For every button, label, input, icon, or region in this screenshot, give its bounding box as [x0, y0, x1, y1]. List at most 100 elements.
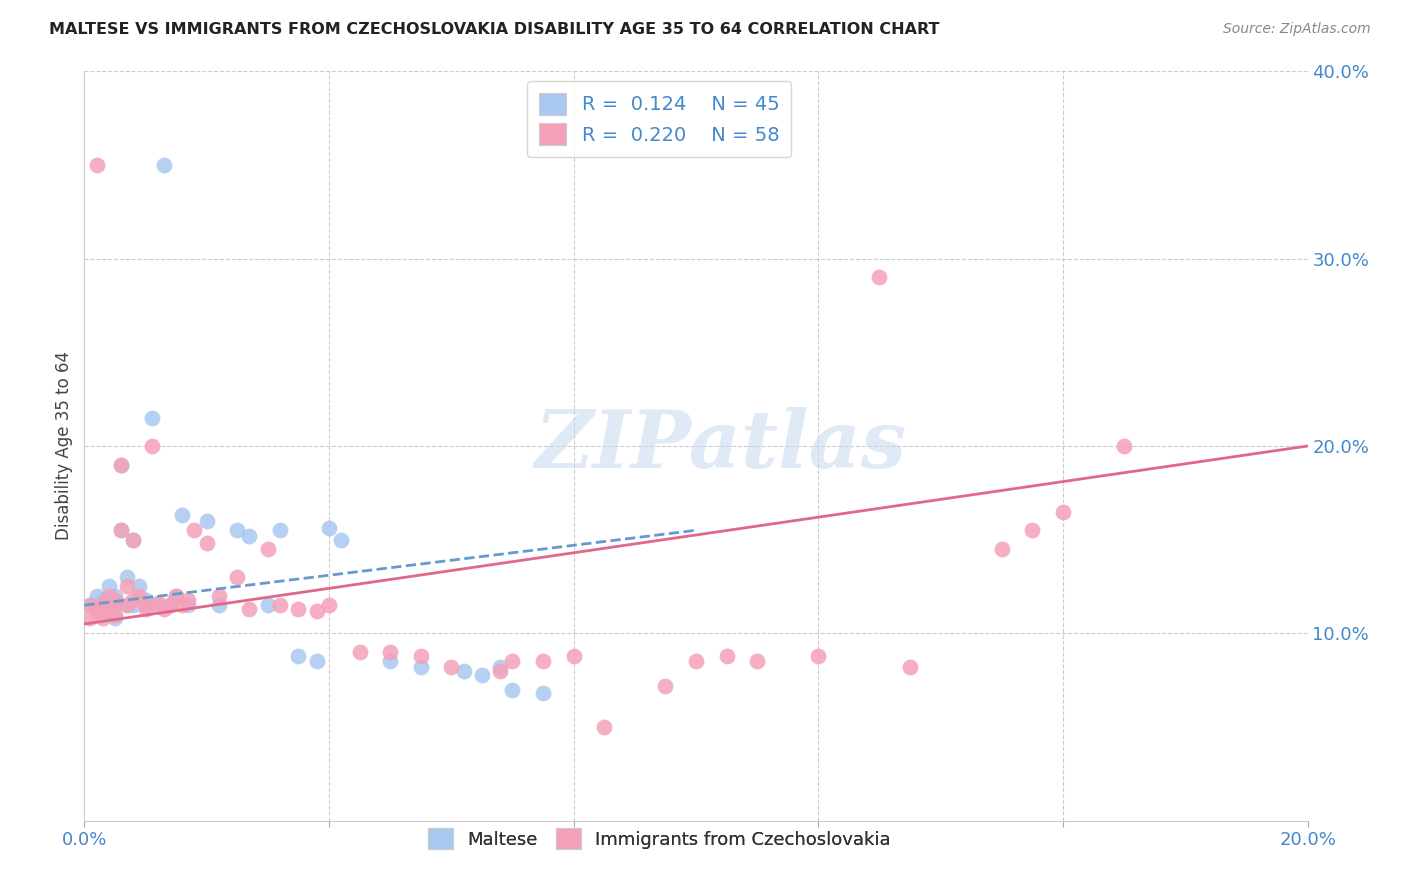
Point [440, 660, 463, 674]
Text: Source: ZipAtlas.com: Source: ZipAtlas.com [1223, 22, 1371, 37]
Point [146, 596, 169, 610]
Point [685, 655, 707, 669]
Point [79, 611, 101, 625]
Point [1021, 524, 1043, 538]
Point [305, 604, 328, 618]
Point [226, 570, 249, 584]
Point [97, 604, 120, 618]
Point [165, 589, 187, 603]
Point [269, 599, 291, 613]
Point [115, 580, 138, 594]
Point [318, 521, 340, 535]
Point [183, 524, 205, 538]
Point [115, 599, 138, 613]
Point [380, 645, 402, 659]
Point [257, 542, 280, 557]
Point [110, 458, 132, 472]
Point [122, 599, 145, 613]
Point [159, 599, 181, 613]
Point [97, 580, 120, 594]
Point [716, 648, 738, 663]
Point [1114, 439, 1136, 453]
Point [489, 660, 512, 674]
Point [502, 655, 524, 669]
Point [287, 648, 309, 663]
Point [97, 596, 120, 610]
Point [991, 542, 1014, 557]
Point [195, 514, 218, 528]
Point [135, 602, 157, 616]
Point [380, 655, 402, 669]
Point [153, 602, 176, 616]
Point [471, 667, 494, 681]
Legend: Maltese, Immigrants from Czechoslovakia: Maltese, Immigrants from Czechoslovakia [420, 822, 898, 856]
Point [128, 580, 150, 594]
Point [91, 604, 114, 618]
Point [409, 660, 432, 674]
Point [269, 524, 291, 538]
Point [110, 524, 132, 538]
Point [654, 679, 676, 693]
Point [135, 592, 157, 607]
Point [97, 600, 120, 615]
Point [79, 599, 101, 613]
Point [122, 533, 145, 547]
Point [91, 611, 114, 625]
Point [489, 664, 512, 678]
Point [91, 596, 114, 610]
Point [115, 599, 138, 613]
Point [807, 648, 830, 663]
Point [531, 686, 554, 700]
Point [91, 592, 114, 607]
Point [86, 158, 108, 172]
Point [177, 599, 200, 613]
Point [287, 602, 309, 616]
Point [409, 648, 432, 663]
Point [208, 599, 231, 613]
Point [86, 604, 108, 618]
Point [141, 439, 163, 453]
Point [165, 589, 187, 603]
Point [305, 655, 328, 669]
Point [115, 570, 138, 584]
Point [208, 589, 231, 603]
Point [159, 599, 181, 613]
Point [104, 589, 127, 603]
Point [91, 602, 114, 616]
Point [122, 592, 145, 607]
Point [349, 645, 371, 659]
Point [177, 592, 200, 607]
Point [79, 599, 101, 613]
Point [110, 458, 132, 472]
Point [110, 524, 132, 538]
Y-axis label: Disability Age 35 to 64: Disability Age 35 to 64 [55, 351, 73, 541]
Point [104, 611, 127, 625]
Point [226, 524, 249, 538]
Point [1052, 505, 1074, 519]
Point [453, 664, 475, 678]
Text: ZIPatlas: ZIPatlas [534, 408, 907, 484]
Point [128, 589, 150, 603]
Point [330, 533, 353, 547]
Point [104, 607, 127, 622]
Point [562, 648, 585, 663]
Point [593, 720, 616, 734]
Point [153, 158, 176, 172]
Point [135, 599, 157, 613]
Point [104, 592, 127, 607]
Point [172, 599, 194, 613]
Point [97, 589, 120, 603]
Point [146, 599, 169, 613]
Point [172, 508, 194, 523]
Point [238, 529, 260, 543]
Point [238, 602, 260, 616]
Point [869, 270, 891, 285]
Point [86, 602, 108, 616]
Text: MALTESE VS IMMIGRANTS FROM CZECHOSLOVAKIA DISABILITY AGE 35 TO 64 CORRELATION CH: MALTESE VS IMMIGRANTS FROM CZECHOSLOVAKI… [49, 22, 939, 37]
Point [195, 536, 218, 550]
Point [747, 655, 769, 669]
Point [257, 599, 280, 613]
Point [502, 682, 524, 697]
Point [318, 599, 340, 613]
Point [141, 411, 163, 425]
